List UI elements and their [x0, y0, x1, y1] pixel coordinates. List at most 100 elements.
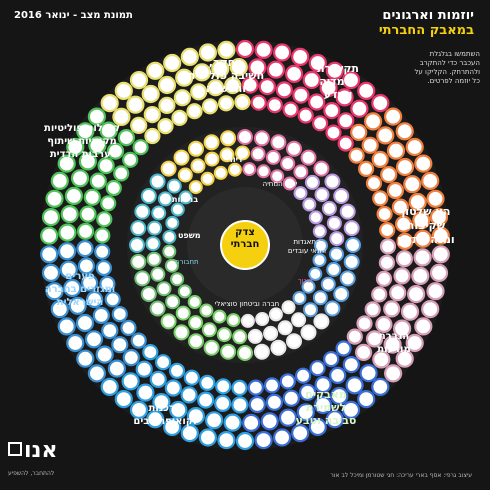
initiative-bubble[interactable]: [341, 70, 361, 90]
initiative-bubble[interactable]: [293, 186, 308, 201]
initiative-bubble[interactable]: [50, 300, 69, 319]
initiative-bubble[interactable]: [186, 103, 203, 120]
initiative-bubble[interactable]: [197, 391, 215, 409]
initiative-bubble[interactable]: [78, 152, 98, 171]
initiative-bubble[interactable]: [350, 99, 369, 118]
initiative-bubble[interactable]: [130, 116, 148, 135]
initiative-bubble[interactable]: [232, 329, 248, 345]
initiative-bubble[interactable]: [151, 205, 167, 221]
initiative-bubble[interactable]: [405, 137, 424, 157]
category-awareness[interactable]: הגברת מודעות: [366, 330, 422, 356]
initiative-bubble[interactable]: [337, 135, 354, 152]
initiative-bubble[interactable]: [234, 93, 251, 111]
category-governance[interactable]: הון שלטון שקיפות ומנהל תקין: [380, 205, 472, 247]
initiative-bubble[interactable]: [164, 258, 179, 273]
initiative-bubble[interactable]: [414, 154, 433, 173]
initiative-bubble[interactable]: [40, 226, 59, 245]
initiative-bubble[interactable]: [220, 343, 237, 360]
initiative-bubble[interactable]: [333, 188, 350, 204]
initiative-bubble[interactable]: [76, 222, 95, 240]
initiative-bubble[interactable]: [393, 319, 412, 338]
initiative-bubble[interactable]: [40, 245, 59, 264]
initiative-bubble[interactable]: [312, 290, 328, 306]
initiative-bubble[interactable]: [278, 408, 298, 427]
initiative-bubble[interactable]: [429, 208, 449, 227]
initiative-bubble[interactable]: [312, 253, 327, 268]
initiative-bubble[interactable]: [77, 257, 96, 275]
initiative-bubble[interactable]: [64, 186, 84, 205]
initiative-bubble[interactable]: [157, 117, 174, 135]
initiative-bubble[interactable]: [134, 203, 151, 220]
initiative-bubble[interactable]: [429, 263, 449, 282]
initiative-bubble[interactable]: [329, 246, 344, 262]
initiative-bubble[interactable]: [190, 158, 206, 174]
initiative-bubble[interactable]: [76, 122, 95, 141]
initiative-bubble[interactable]: [160, 160, 177, 177]
initiative-bubble[interactable]: [41, 208, 61, 227]
initiative-bubble[interactable]: [270, 169, 285, 184]
initiative-bubble[interactable]: [248, 58, 267, 77]
initiative-bubble[interactable]: [314, 187, 330, 203]
initiative-bubble[interactable]: [335, 88, 354, 107]
initiative-bubble[interactable]: [391, 198, 409, 216]
initiative-bubble[interactable]: [162, 230, 177, 244]
initiative-bubble[interactable]: [329, 231, 345, 247]
initiative-bubble[interactable]: [313, 313, 330, 330]
initiative-bubble[interactable]: [149, 173, 166, 190]
initiative-bubble[interactable]: [146, 410, 165, 429]
initiative-bubble[interactable]: [97, 157, 115, 175]
initiative-bubble[interactable]: [177, 284, 192, 299]
initiative-bubble[interactable]: [147, 220, 163, 236]
initiative-bubble[interactable]: [330, 386, 349, 406]
initiative-bubble[interactable]: [282, 389, 300, 407]
initiative-bubble[interactable]: [375, 315, 393, 333]
initiative-bubble[interactable]: [312, 115, 329, 132]
initiative-bubble[interactable]: [140, 188, 157, 204]
initiative-bubble[interactable]: [135, 360, 153, 378]
initiative-bubble[interactable]: [384, 364, 403, 383]
initiative-bubble[interactable]: [219, 147, 235, 163]
initiative-bubble[interactable]: [320, 276, 336, 292]
initiative-bubble[interactable]: [170, 272, 185, 287]
initiative-bubble[interactable]: [302, 197, 317, 212]
initiative-bubble[interactable]: [89, 172, 107, 190]
initiative-bubble[interactable]: [201, 322, 217, 338]
initiative-bubble[interactable]: [356, 315, 373, 332]
initiative-bubble[interactable]: [292, 291, 307, 305]
initiative-bubble[interactable]: [258, 77, 276, 96]
initiative-bubble[interactable]: [357, 81, 376, 101]
initiative-bubble[interactable]: [265, 393, 283, 411]
initiative-bubble[interactable]: [106, 142, 125, 160]
initiative-bubble[interactable]: [386, 181, 404, 200]
initiative-bubble[interactable]: [100, 377, 119, 396]
initiative-bubble[interactable]: [371, 93, 390, 113]
initiative-bubble[interactable]: [129, 400, 149, 419]
initiative-bubble[interactable]: [169, 400, 188, 420]
initiative-bubble[interactable]: [58, 223, 77, 242]
initiative-bubble[interactable]: [308, 53, 327, 73]
initiative-bubble[interactable]: [94, 227, 111, 244]
initiative-bubble[interactable]: [365, 330, 384, 348]
initiative-bubble[interactable]: [260, 412, 279, 431]
initiative-bubble[interactable]: [88, 136, 107, 155]
initiative-bubble[interactable]: [105, 179, 122, 197]
initiative-bubble[interactable]: [255, 312, 270, 326]
initiative-bubble[interactable]: [85, 290, 104, 309]
initiative-bubble[interactable]: [190, 83, 208, 101]
initiative-bubble[interactable]: [250, 146, 266, 162]
initiative-bubble[interactable]: [254, 40, 273, 60]
initiative-bubble[interactable]: [164, 379, 182, 397]
initiative-bubble[interactable]: [180, 424, 199, 443]
initiative-bubble[interactable]: [96, 211, 113, 228]
initiative-bubble[interactable]: [242, 413, 261, 432]
initiative-bubble[interactable]: [235, 145, 250, 161]
initiative-bubble[interactable]: [421, 171, 440, 190]
initiative-bubble[interactable]: [204, 151, 220, 167]
initiative-bubble[interactable]: [76, 349, 95, 368]
initiative-bubble[interactable]: [342, 356, 360, 374]
initiative-bubble[interactable]: [275, 81, 293, 99]
initiative-bubble[interactable]: [198, 428, 217, 447]
initiative-bubble[interactable]: [343, 253, 360, 270]
initiative-bubble[interactable]: [146, 61, 165, 80]
